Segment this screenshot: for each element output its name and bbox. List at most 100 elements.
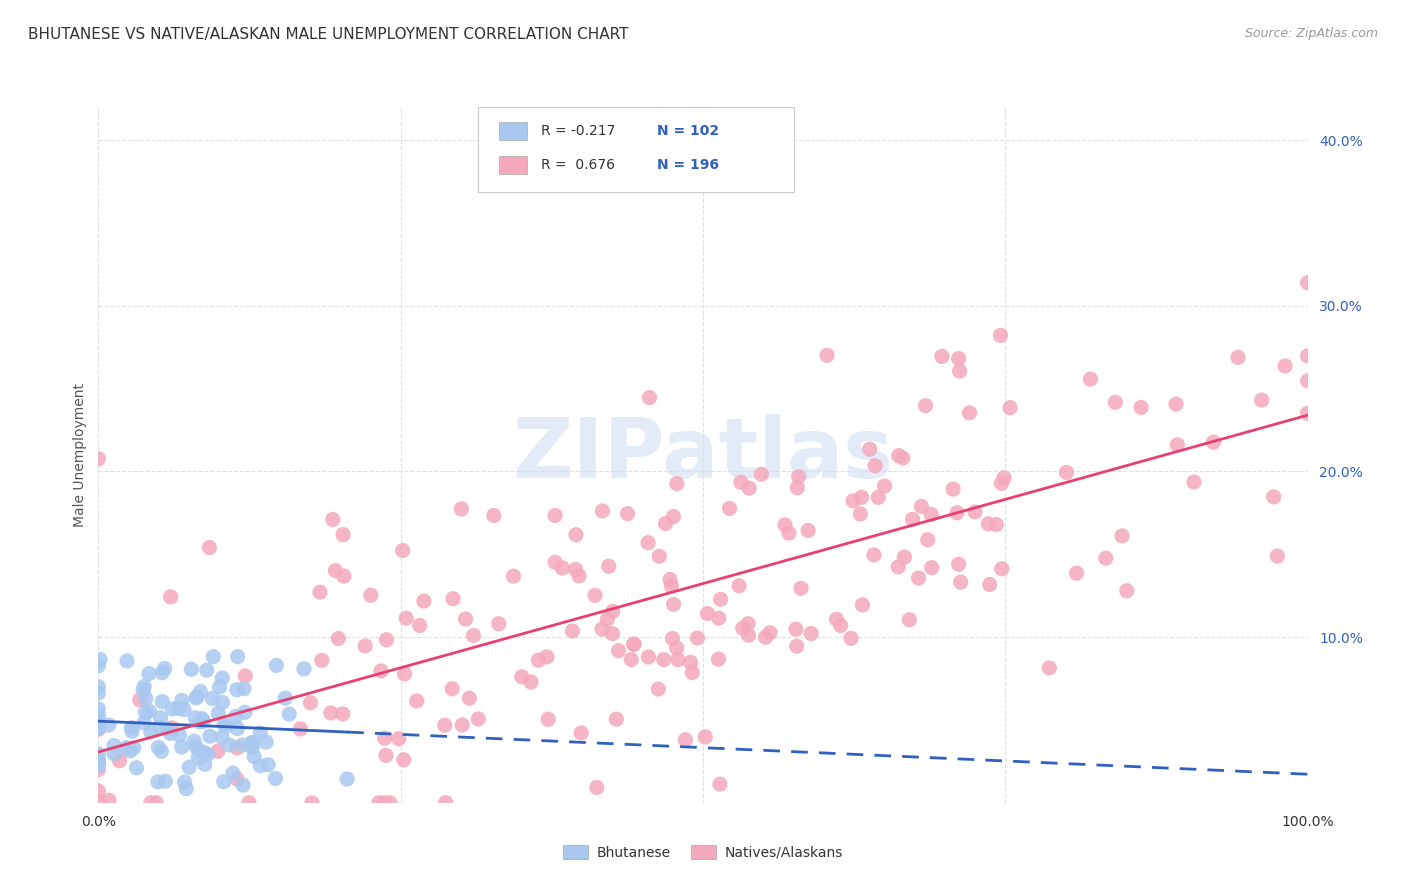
Point [87,759,110,773]
Text: Source: ZipAtlas.com: Source: ZipAtlas.com [1244,27,1378,40]
Point [709,777,731,791]
Point [87,721,110,735]
Point [686,631,709,645]
Point [659,579,682,593]
Point [1164,397,1187,411]
Point [150,744,173,758]
Point [225,709,247,723]
Point [201,691,224,706]
Point [159,726,181,740]
Point [374,731,396,746]
Point [332,527,354,541]
Point [87,451,110,466]
Point [162,721,184,735]
Point [292,662,315,676]
Point [1115,583,1137,598]
Point [1296,406,1319,420]
Point [990,476,1012,491]
Point [103,747,125,761]
Point [710,592,733,607]
Point [325,564,347,578]
Point [785,622,807,636]
Point [901,512,924,526]
Point [155,774,177,789]
Point [1267,549,1289,563]
Point [1296,374,1319,388]
Point [1111,529,1133,543]
Point [120,744,142,758]
Point [87,721,110,735]
Point [222,766,245,780]
Point [278,707,301,722]
Point [441,591,464,606]
Point [322,512,344,526]
Point [150,665,173,680]
Point [510,670,533,684]
Point [139,796,162,810]
Point [97,718,120,732]
Point [332,706,354,721]
Point [134,706,156,720]
Point [87,755,110,769]
Point [797,524,820,538]
Point [87,658,110,673]
Point [623,637,645,651]
Point [544,508,567,523]
Point [759,625,782,640]
Point [115,740,138,755]
Point [319,706,342,720]
Legend: Bhutanese, Natives/Alaskans: Bhutanese, Natives/Alaskans [557,839,849,865]
Point [482,508,505,523]
Point [731,621,754,635]
Point [173,702,195,716]
Point [565,527,588,541]
Point [87,708,110,723]
Point [184,739,207,754]
Point [121,724,143,739]
Point [134,715,156,730]
Point [564,562,586,576]
Point [87,763,110,777]
Point [620,652,643,666]
Point [681,665,703,680]
Point [786,481,808,495]
Point [830,618,852,632]
Point [662,509,685,524]
Point [647,681,669,696]
Point [173,775,195,789]
Point [360,588,382,602]
Point [290,722,312,736]
Point [149,711,172,725]
Point [191,712,214,726]
Point [665,476,688,491]
Point [328,632,350,646]
Point [665,640,688,655]
Point [405,694,427,708]
Point [616,507,638,521]
Point [863,458,886,473]
Point [859,442,882,457]
Point [1250,392,1272,407]
Point [949,364,972,378]
Point [202,649,225,664]
Point [948,351,970,366]
Point [87,721,110,735]
Point [873,479,896,493]
Point [197,747,219,762]
Text: N = 196: N = 196 [657,158,718,172]
Point [654,516,676,531]
Point [266,658,288,673]
Point [336,772,359,786]
Point [738,481,761,495]
Point [993,471,1015,485]
Point [240,740,263,755]
Point [89,652,111,666]
Point [920,508,942,522]
Point [800,626,823,640]
Point [193,714,215,729]
Point [718,501,741,516]
Point [893,550,915,565]
Point [174,781,197,796]
Point [391,543,413,558]
Point [596,612,619,626]
